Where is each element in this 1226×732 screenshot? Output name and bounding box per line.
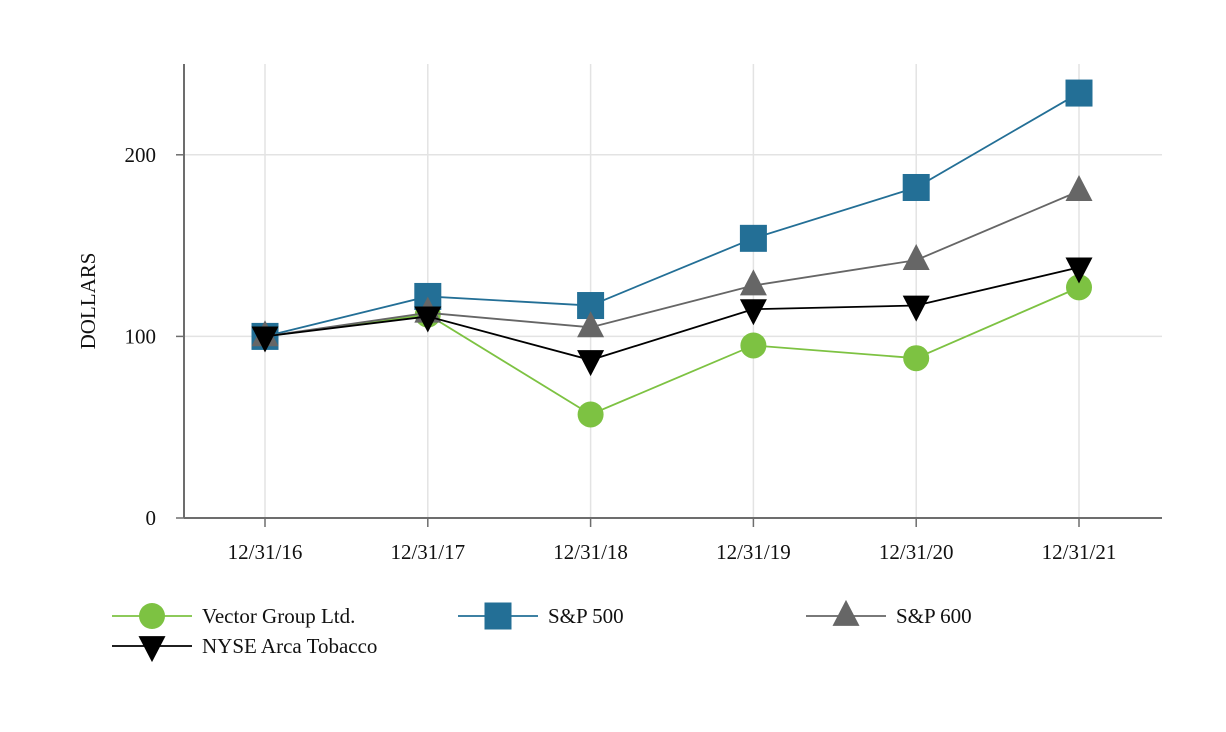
- legend-label: Vector Group Ltd.: [202, 604, 355, 628]
- series-0-group: [252, 274, 1092, 428]
- x-tick-label: 12/31/19: [716, 540, 791, 564]
- data-point: [577, 311, 605, 338]
- data-point: [903, 345, 930, 372]
- series-line: [264, 266, 1080, 361]
- series-2-group: [251, 175, 1093, 347]
- legend-marker: [138, 636, 166, 663]
- x-tick-label: 12/31/16: [228, 540, 303, 564]
- data-point: [1065, 79, 1093, 107]
- data-point: [739, 299, 767, 326]
- data-point: [1065, 175, 1093, 201]
- series-3-group: [251, 257, 1093, 377]
- series-line: [264, 190, 1080, 338]
- y-axis-title: DOLLARS: [76, 253, 100, 350]
- legend-marker: [832, 599, 860, 626]
- x-tick-label: 12/31/20: [879, 540, 954, 564]
- y-tick-label: 100: [125, 324, 157, 348]
- legend-item: S&P 600: [806, 599, 972, 628]
- legend-item: NYSE Arca Tobacco: [112, 634, 377, 663]
- legend-label: S&P 500: [548, 604, 624, 628]
- legend-marker: [484, 602, 512, 630]
- legend-item: Vector Group Ltd.: [112, 603, 355, 629]
- data-point: [739, 224, 767, 252]
- x-tick-label: 12/31/18: [553, 540, 628, 564]
- legend-label: NYSE Arca Tobacco: [202, 634, 377, 658]
- data-point: [251, 326, 279, 353]
- axes: [176, 64, 1162, 527]
- data-point: [1065, 257, 1093, 284]
- data-point: [902, 173, 930, 201]
- legend: Vector Group Ltd. S&P 500 S&P 600 NYSE Arca…: [112, 599, 972, 663]
- legend-item: S&P 500: [458, 602, 624, 630]
- data-point: [740, 332, 767, 359]
- data-point: [1066, 274, 1092, 301]
- series-line: [264, 286, 1080, 416]
- data-point: [739, 269, 767, 296]
- legend-label: S&P 600: [896, 604, 972, 628]
- series-1-group: [251, 79, 1093, 350]
- series-group: [251, 79, 1093, 428]
- data-point: [902, 244, 930, 271]
- x-tick-label: 12/31/21: [1042, 540, 1117, 564]
- data-point: [577, 401, 604, 428]
- tick-labels: 0 100 200 12/31/16 12/31/17 12/31/18 12/31/19 1…: [125, 143, 1117, 564]
- data-point: [577, 350, 605, 377]
- x-tick-label: 12/31/17: [390, 540, 465, 564]
- y-tick-label: 0: [146, 506, 157, 530]
- legend-marker: [139, 603, 165, 629]
- data-point: [902, 295, 930, 322]
- grid: [184, 64, 1162, 518]
- series-line: [264, 92, 1080, 338]
- data-point: [414, 306, 442, 333]
- y-tick-label: 200: [125, 143, 157, 167]
